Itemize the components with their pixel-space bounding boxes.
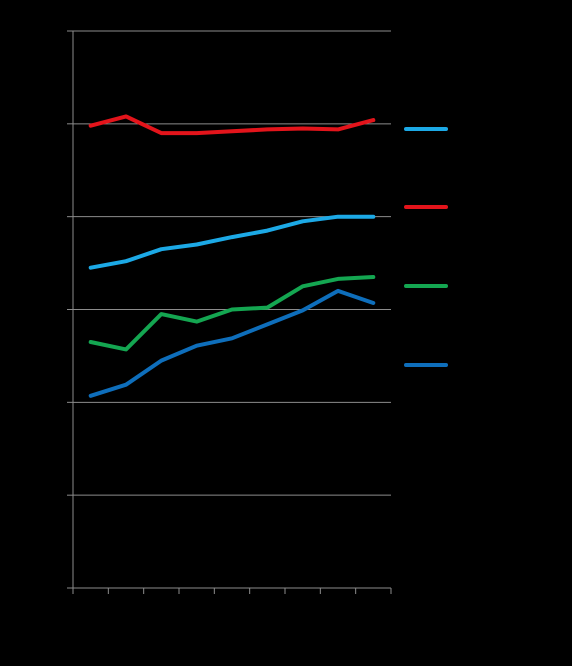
series-line-1 [88,214,376,270]
series-line-2 [88,114,376,136]
axes-layer [67,30,392,594]
series-line-4 [88,288,376,398]
series-layer [88,114,376,398]
series-line-3 [88,275,376,352]
legend [404,127,448,367]
